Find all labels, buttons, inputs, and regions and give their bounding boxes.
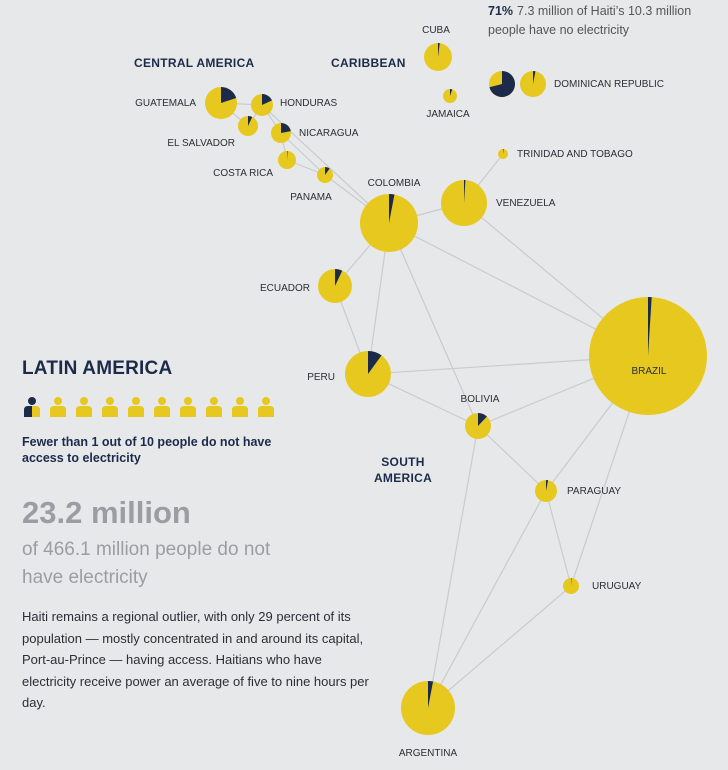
pie-no-access-slice	[389, 194, 395, 223]
pie-no-access-slice	[368, 351, 382, 374]
pie-no-access-slice	[335, 269, 343, 286]
label-argentina: ARGENTINA	[399, 748, 458, 759]
person-icon	[102, 397, 118, 417]
pie-no-access-slice	[478, 413, 487, 426]
pie-no-access-slice	[450, 89, 453, 96]
pie-guatemala	[205, 87, 237, 119]
pie-trinidad-and-tobago	[498, 149, 508, 159]
pie-ecuador	[318, 269, 352, 303]
pie-no-access-slice	[489, 71, 516, 98]
person-icon	[128, 397, 144, 417]
edge-paraguay-argentina	[427, 490, 547, 709]
haiti-pct: 71%	[488, 4, 513, 18]
pie-no-access-slice	[287, 151, 288, 160]
label-el-salvador: EL SALVADOR	[167, 138, 235, 149]
pie-costa-rica	[278, 151, 296, 169]
label-trinidad-and-tobago: TRINIDAD AND TOBAGO	[517, 149, 633, 160]
pie-no-access-slice	[438, 43, 440, 57]
label-peru: PERU	[307, 372, 335, 383]
pie-no-access-slice	[428, 681, 434, 708]
person-icon	[206, 397, 222, 417]
haiti-annotation-line2: people have no electricity	[488, 23, 630, 37]
pie-jamaica	[443, 89, 457, 103]
pie-no-access-slice	[503, 149, 504, 154]
pie-peru	[345, 351, 391, 397]
label-bolivia: BOLIVIA	[461, 394, 500, 405]
label-colombia: COLOMBIA	[368, 178, 421, 189]
pie-no-access-slice	[571, 578, 572, 586]
latin-america-summary-panel: LATIN AMERICA Fewer than 1 out of 10 peo…	[22, 358, 382, 714]
pie-cuba	[424, 43, 452, 71]
pie-el-salvador	[238, 116, 258, 136]
pie-uruguay	[563, 578, 579, 594]
label-cuba: CUBA	[422, 25, 450, 36]
country-nodes	[205, 43, 707, 735]
person-icon	[232, 397, 248, 417]
label-venezuela: VENEZUELA	[496, 198, 556, 209]
region-label-caribbean: CARIBBEAN	[331, 56, 406, 70]
label-nicaragua: NICARAGUA	[299, 128, 359, 139]
pie-argentina	[401, 681, 455, 735]
person-icon	[154, 397, 170, 417]
pie-no-access-slice	[221, 87, 237, 103]
edge-paraguay-uruguay	[545, 490, 572, 587]
pie-haiti	[489, 71, 516, 98]
label-ecuador: ECUADOR	[260, 283, 310, 294]
pie-no-access-slice	[464, 180, 466, 203]
edge-colombia-bolivia	[388, 222, 479, 427]
person-icon	[258, 397, 274, 417]
edge-bolivia-paraguay	[477, 425, 547, 492]
label-costa-rica: COSTA RICA	[213, 168, 273, 179]
panel-title: LATIN AMERICA	[22, 358, 173, 379]
pie-no-access-slice	[262, 94, 272, 105]
pie-brazil	[589, 297, 707, 415]
label-jamaica: JAMAICA	[426, 109, 470, 120]
label-panama: PANAMA	[290, 192, 332, 203]
pie-dominican-republic	[520, 71, 546, 97]
label-guatemala: GUATEMALA	[135, 98, 196, 109]
pie-no-access-slice	[325, 167, 330, 175]
pie-no-access-slice	[281, 123, 291, 133]
person-icon	[180, 397, 196, 417]
pie-no-access-slice	[648, 297, 652, 356]
pie-no-access-slice	[248, 116, 253, 126]
pie-nicaragua	[271, 123, 291, 143]
edge-uruguay-argentina	[427, 585, 572, 709]
person-icon	[24, 397, 40, 417]
edge-nicaragua-panama	[280, 132, 326, 176]
pie-honduras	[251, 94, 273, 116]
label-paraguay: PARAGUAY	[567, 486, 621, 497]
fewer-than-text: Fewer than 1 out of 10 people do not hav…	[22, 435, 272, 465]
pie-bolivia	[465, 413, 491, 439]
body-paragraph: Haiti remains a regional outlier, with o…	[22, 609, 369, 710]
label-honduras: HONDURAS	[280, 98, 338, 109]
region-label-south-america-line2: AMERICA	[374, 471, 432, 485]
big-number: 23.2 million	[22, 495, 191, 530]
pie-panama	[317, 167, 333, 183]
region-label-south-america-line1: SOUTH	[381, 455, 425, 469]
edge-bolivia-argentina	[427, 425, 479, 709]
haiti-annotation-text: 7.3 million of Haiti’s 10.3 million	[517, 4, 691, 18]
sub-text: of 466.1 million people do not have elec…	[22, 539, 271, 588]
pie-paraguay	[535, 480, 557, 502]
pie-no-access-slice	[546, 480, 549, 491]
pie-venezuela	[441, 180, 487, 226]
pie-no-access-slice	[533, 71, 536, 84]
person-icon	[50, 397, 66, 417]
country-labels: CUBA DOMINICAN REPUBLIC JAMAICA TRINIDAD AN…	[135, 25, 667, 759]
people-icon-row	[22, 396, 382, 418]
label-brazil: BRAZIL	[631, 366, 666, 377]
pie-colombia	[360, 194, 418, 252]
region-label-central-america: CENTRAL AMERICA	[134, 56, 255, 70]
label-uruguay: URUGUAY	[592, 581, 642, 592]
label-dominican-republic: DOMINICAN REPUBLIC	[554, 79, 664, 90]
haiti-annotation-line1: 71% 7.3 million of Haiti’s 10.3 million	[488, 4, 691, 18]
person-icon	[76, 397, 92, 417]
